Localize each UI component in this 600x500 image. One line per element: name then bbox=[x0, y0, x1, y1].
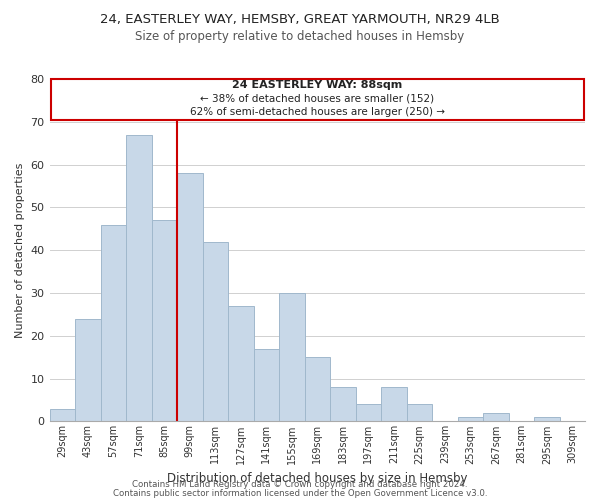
Text: 62% of semi-detached houses are larger (250) →: 62% of semi-detached houses are larger (… bbox=[190, 107, 445, 117]
Bar bbox=[458, 417, 483, 422]
Bar bbox=[228, 306, 254, 422]
Text: ← 38% of detached houses are smaller (152): ← 38% of detached houses are smaller (15… bbox=[200, 94, 434, 104]
Bar bbox=[50, 408, 75, 422]
Bar bbox=[75, 318, 101, 422]
Bar bbox=[177, 173, 203, 422]
Bar bbox=[381, 387, 407, 422]
Text: 24, EASTERLEY WAY, HEMSBY, GREAT YARMOUTH, NR29 4LB: 24, EASTERLEY WAY, HEMSBY, GREAT YARMOUT… bbox=[100, 12, 500, 26]
Bar bbox=[203, 242, 228, 422]
Bar bbox=[126, 134, 152, 422]
Bar bbox=[356, 404, 381, 421]
Bar bbox=[534, 417, 560, 422]
Text: Size of property relative to detached houses in Hemsby: Size of property relative to detached ho… bbox=[136, 30, 464, 43]
Bar bbox=[279, 293, 305, 422]
FancyBboxPatch shape bbox=[51, 79, 584, 120]
Bar bbox=[330, 387, 356, 422]
Bar bbox=[305, 357, 330, 422]
Bar bbox=[483, 413, 509, 422]
Text: Contains HM Land Registry data © Crown copyright and database right 2024.: Contains HM Land Registry data © Crown c… bbox=[132, 480, 468, 489]
Y-axis label: Number of detached properties: Number of detached properties bbox=[15, 162, 25, 338]
Text: Contains public sector information licensed under the Open Government Licence v3: Contains public sector information licen… bbox=[113, 488, 487, 498]
Bar bbox=[101, 224, 126, 422]
Bar bbox=[254, 348, 279, 422]
Bar bbox=[407, 404, 432, 421]
X-axis label: Distribution of detached houses by size in Hemsby: Distribution of detached houses by size … bbox=[167, 472, 467, 485]
Text: 24 EASTERLEY WAY: 88sqm: 24 EASTERLEY WAY: 88sqm bbox=[232, 80, 403, 90]
Bar bbox=[152, 220, 177, 422]
